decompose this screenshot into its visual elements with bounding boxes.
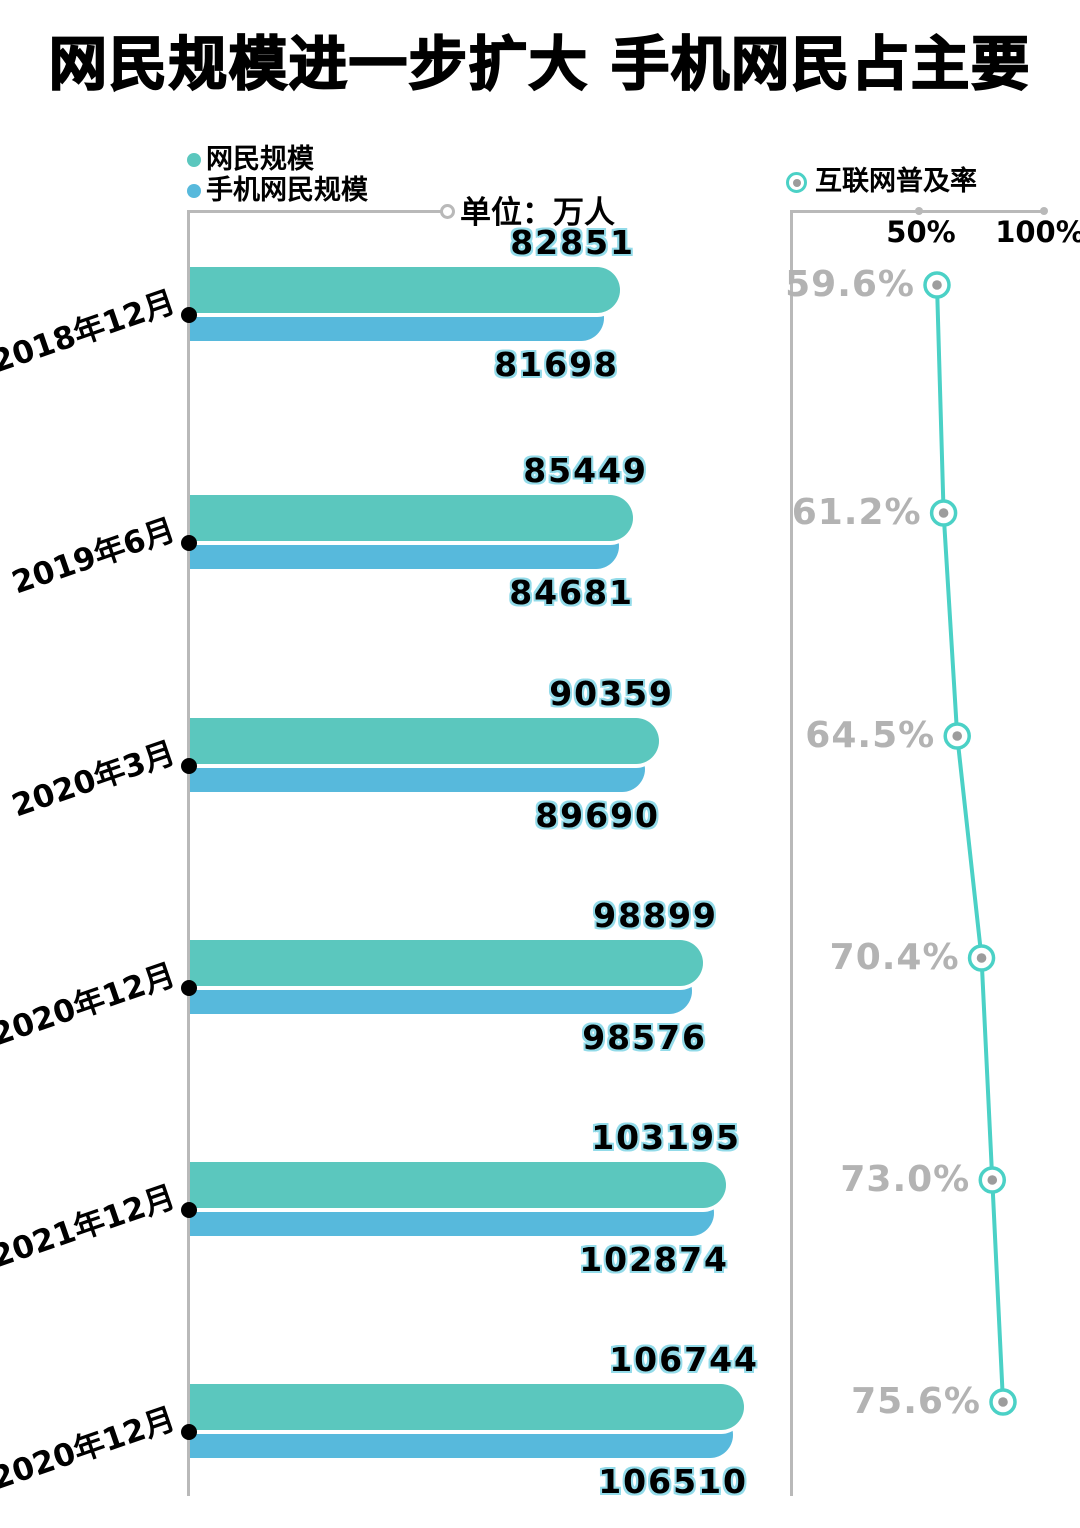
bar-value-label-netizens: 106744 xyxy=(609,1340,759,1379)
line-point-inner-dot-icon xyxy=(976,953,987,963)
bar-value-label-netizens: 98899 xyxy=(593,896,718,935)
category-axis-dot-icon xyxy=(181,307,197,323)
bar-value-label-netizens: 90359 xyxy=(549,674,674,713)
bar-netizens xyxy=(190,1384,744,1430)
bar-value-label-netizens: 82851 xyxy=(510,223,635,262)
legend-label-penetration: 互联网普及率 xyxy=(815,166,977,197)
bar-netizens xyxy=(190,718,659,764)
category-axis-dot-icon xyxy=(181,1202,197,1218)
line-point-inner-dot-icon xyxy=(938,508,949,518)
bar-value-label-mobile-netizens: 106510 xyxy=(598,1462,748,1501)
bar-value-label-mobile-netizens: 98576 xyxy=(582,1018,707,1057)
bar-value-label-mobile-netizens: 102874 xyxy=(579,1240,729,1279)
bar-value-label-mobile-netizens: 89690 xyxy=(535,796,660,835)
penetration-value-label: 70.4% xyxy=(829,937,960,978)
legend-label-mobile-netizens: 手机网民规模 xyxy=(206,175,368,206)
tick-label-50: 50% xyxy=(886,215,956,249)
penetration-value-label: 61.2% xyxy=(791,492,922,533)
legend-label-netizens: 网民规模 xyxy=(206,144,314,175)
category-axis-dot-icon xyxy=(181,758,197,774)
unit-connector-line xyxy=(190,210,441,213)
tick-dot-50-icon xyxy=(915,207,923,215)
bar-netizens xyxy=(190,1162,726,1208)
penetration-line xyxy=(935,284,1005,1403)
penetration-value-label: 75.6% xyxy=(851,1381,981,1422)
tick-dot-100-icon xyxy=(1040,207,1048,215)
bar-value-label-netizens: 103195 xyxy=(591,1118,741,1157)
bar-netizens xyxy=(190,495,633,541)
unit-connector-circle-icon xyxy=(440,204,455,219)
bar-chart-y-axis-line xyxy=(187,210,190,1496)
unit-label: 单位：万人 xyxy=(460,195,615,231)
category-axis-dot-icon xyxy=(181,535,197,551)
bar-value-label-mobile-netizens: 81698 xyxy=(494,345,619,384)
page-title: 网民规模进一步扩大 手机网民占主要 xyxy=(48,29,1032,99)
category-axis-dot-icon xyxy=(181,1424,197,1440)
tick-label-100: 100% xyxy=(995,215,1080,249)
bar-netizens xyxy=(190,940,703,986)
line-point-inner-dot-icon xyxy=(987,1175,998,1185)
line-point-inner-dot-icon xyxy=(998,1397,1008,1407)
penetration-value-label: 73.0% xyxy=(840,1159,971,1200)
line-point-inner-dot-icon xyxy=(952,731,963,741)
penetration-value-label: 59.6% xyxy=(785,264,915,305)
legend-dot-netizens xyxy=(187,153,201,167)
legend-ring-inner-dot-icon xyxy=(793,179,801,187)
bar-value-label-netizens: 85449 xyxy=(523,451,648,490)
line-point-inner-dot-icon xyxy=(932,280,942,290)
category-axis-dot-icon xyxy=(181,980,197,996)
legend-dot-mobile-netizens xyxy=(187,184,201,198)
bar-netizens xyxy=(190,267,620,313)
bar-value-label-mobile-netizens: 84681 xyxy=(509,573,634,612)
penetration-value-label: 64.5% xyxy=(805,715,936,756)
line-chart-left-axis-line xyxy=(790,210,793,1496)
